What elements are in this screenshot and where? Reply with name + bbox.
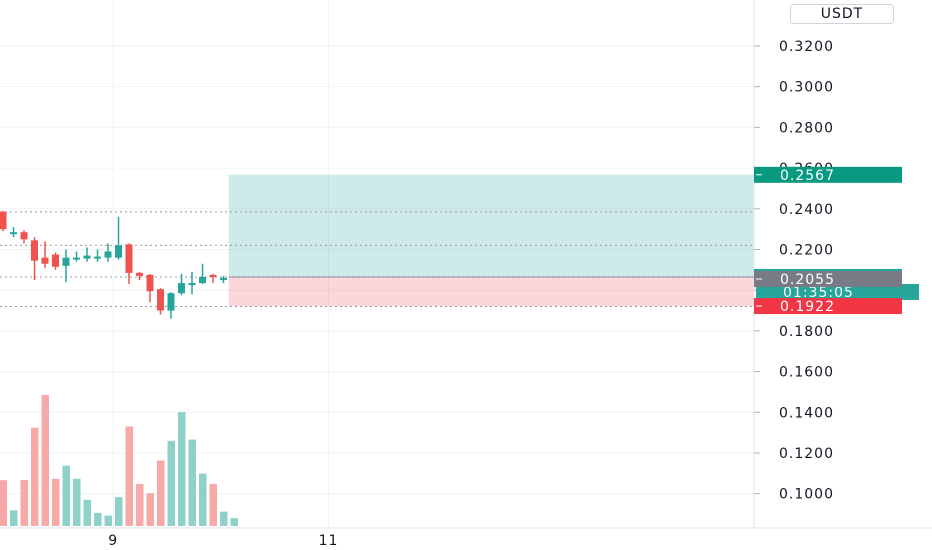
price-tick-label: 0.3200 [779, 39, 834, 55]
candle-body [62, 257, 70, 266]
candle-body [167, 293, 175, 311]
stop-price-tag-bg [754, 298, 902, 315]
volume-bar [20, 480, 28, 526]
volume-bar [167, 440, 175, 526]
volume-bar [199, 473, 207, 526]
price-tick-label: 0.2800 [779, 120, 834, 136]
volume-bars [0, 395, 238, 526]
candle-body [146, 274, 154, 292]
volume-bar [178, 412, 186, 526]
candle-body [178, 283, 185, 294]
candle-body [10, 232, 17, 235]
time-tick-label: 9 [108, 533, 118, 549]
candle-body [41, 257, 49, 264]
candle-body [209, 274, 217, 277]
price-tick-label: 0.2400 [779, 202, 834, 218]
price-tick-label: 0.1000 [779, 487, 834, 503]
volume-bar [188, 439, 196, 526]
volume-bar [10, 510, 18, 526]
candle-body [188, 283, 196, 286]
stop-zone [228, 276, 754, 307]
stop-price-tag-label: 0.1922 [780, 299, 835, 315]
price-tick-label: 0.1600 [779, 365, 834, 381]
last-price-tag-label: 0.2055 [780, 272, 835, 288]
time-axis[interactable]: 9 11 [108, 533, 338, 549]
volume-bar [94, 512, 102, 526]
price-axis[interactable]: 0.32000.30000.28000.26000.24000.22000.20… [754, 39, 834, 503]
candle-body [52, 254, 59, 267]
volume-bar [220, 511, 228, 526]
candle-body [20, 232, 28, 240]
candle-body [125, 244, 133, 273]
target-zone [228, 174, 754, 277]
volume-bar [104, 515, 112, 526]
price-tick-label: 0.1800 [779, 324, 834, 340]
volume-bar [146, 493, 154, 526]
price-tick-label: 0.1400 [779, 405, 834, 421]
candle-body [157, 289, 164, 311]
price-tick-label: 0.3000 [779, 80, 834, 96]
countdown-tag-bg [756, 283, 919, 300]
volume-bar [230, 518, 238, 526]
volume-bar [41, 395, 49, 526]
last-price-tag-bg [754, 270, 902, 287]
price-tick-label: 0.1200 [779, 446, 834, 462]
volume-bar [52, 478, 60, 526]
currency-selector-button[interactable]: USDT [790, 4, 894, 24]
volume-bar [125, 426, 133, 526]
volume-bar [209, 484, 217, 526]
volume-bar [0, 480, 7, 526]
countdown-label: 01:35:05 [783, 285, 854, 301]
candle-body [104, 251, 112, 258]
volume-bar [62, 465, 70, 526]
target-price-tag-bg [754, 166, 902, 183]
candle-body [83, 255, 91, 259]
candle-body [136, 272, 143, 276]
candlesticks [0, 210, 227, 319]
candle-body [94, 256, 101, 259]
target-price-tag-label: 0.2567 [780, 168, 835, 184]
volume-bar [115, 497, 123, 526]
volume-bar [136, 484, 144, 526]
time-tick-label: 11 [319, 533, 339, 549]
position-zones [228, 174, 754, 307]
candle-body [199, 276, 206, 284]
volume-bar [83, 499, 91, 526]
candle-body [73, 257, 80, 260]
candle-body [0, 211, 7, 230]
volume-bar [73, 478, 81, 526]
candle-body [220, 277, 227, 280]
candle-body [115, 245, 122, 258]
price-tick-label: 0.2200 [779, 242, 834, 258]
volume-bar [31, 427, 39, 526]
candle-body [31, 240, 38, 261]
volume-bar [157, 460, 165, 526]
